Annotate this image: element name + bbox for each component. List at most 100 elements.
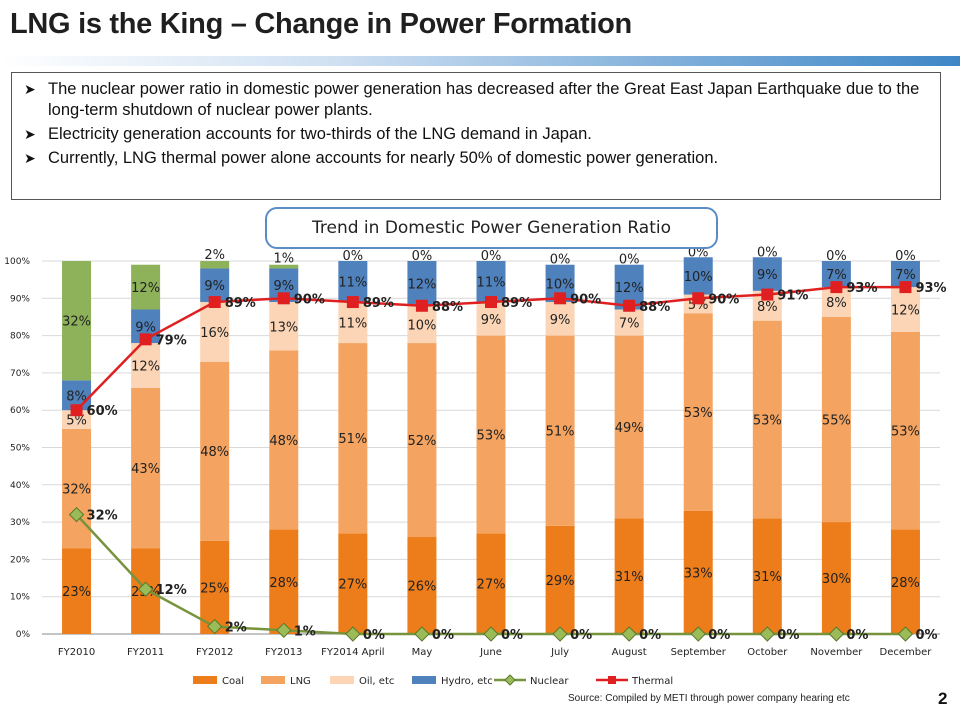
bar-data-label: 30% xyxy=(822,572,851,587)
line-data-label: 91% xyxy=(777,289,808,304)
line-marker-square xyxy=(554,292,567,305)
bar-data-label: 0% xyxy=(619,253,640,268)
bar-data-label: 28% xyxy=(269,576,298,591)
bar-segment xyxy=(407,537,437,634)
bar-data-label: 53% xyxy=(891,425,920,440)
bar-segment xyxy=(407,305,437,344)
line-data-label: 12% xyxy=(156,583,187,598)
bar-data-label: 12% xyxy=(615,281,644,296)
bar-data-label: 11% xyxy=(477,276,506,291)
arrow-bullet-icon: ➤ xyxy=(24,81,36,97)
bar-segment xyxy=(476,261,506,303)
line-data-label: 90% xyxy=(570,292,601,307)
x-tick-label: September xyxy=(671,647,727,658)
bar-data-label: 25% xyxy=(200,581,229,596)
bar-data-label: 8% xyxy=(757,300,778,315)
line-data-label: 89% xyxy=(501,296,532,311)
bar-data-label: 7% xyxy=(826,268,847,283)
line-data-label: 88% xyxy=(432,300,463,315)
line-data-label: 32% xyxy=(87,509,118,524)
bar-segment xyxy=(200,302,230,362)
line-data-label: 60% xyxy=(87,404,118,419)
bar-data-label: 53% xyxy=(477,428,506,443)
line-data-label: 89% xyxy=(225,296,256,311)
chart-title: Trend in Domestic Power Generation Ratio xyxy=(265,207,718,249)
title-underline-bar xyxy=(0,56,960,66)
x-tick-label: FY2011 xyxy=(127,647,164,658)
line-marker-diamond xyxy=(552,626,568,642)
line-data-label: 0% xyxy=(915,628,937,643)
x-tick-label: FY2010 xyxy=(58,647,95,658)
bullet-text: Electricity generation accounts for two-… xyxy=(48,125,592,143)
line-data-label: 0% xyxy=(708,628,730,643)
line-marker-diamond xyxy=(206,618,223,635)
bar-data-label: 55% xyxy=(822,414,851,429)
bar-segment xyxy=(269,264,299,269)
line-data-label: 79% xyxy=(156,333,187,348)
line-data-label: 0% xyxy=(846,628,868,643)
bar-data-label: 8% xyxy=(66,389,87,404)
stacked-bar-chart: 0% 10% 20% 30% 40% 50% 60% 70% 80% 90% 100% 23% 32% 5… xyxy=(4,245,946,687)
line-data-label: 0% xyxy=(363,628,385,643)
legend-marker-square xyxy=(608,676,616,684)
legend-label: Thermal xyxy=(631,676,673,687)
bar-segment xyxy=(200,261,230,269)
bar-data-label: 29% xyxy=(546,574,575,589)
line-marker-diamond xyxy=(483,626,499,642)
bar-data-label: 12% xyxy=(131,281,160,296)
bar-segment xyxy=(752,257,782,291)
arrow-bullet-icon: ➤ xyxy=(24,150,36,166)
bar-data-label: 7% xyxy=(895,268,916,283)
y-tick-label: 20% xyxy=(10,555,30,565)
bar-segment xyxy=(407,343,437,538)
x-tick-label: July xyxy=(550,647,569,658)
bar-segment xyxy=(338,343,368,534)
legend-label: Oil, etc xyxy=(359,676,394,687)
line-data-label: 93% xyxy=(846,281,877,296)
y-tick-label: 50% xyxy=(10,444,30,454)
bar-data-label: 0% xyxy=(826,249,847,264)
line-marker-square xyxy=(346,296,359,309)
line-marker-square xyxy=(277,292,290,305)
line-data-label: 0% xyxy=(501,628,523,643)
y-tick-label: 10% xyxy=(10,593,30,603)
bar-segment xyxy=(269,302,299,351)
x-tick-label: December xyxy=(880,647,933,658)
bar-segment xyxy=(62,428,92,549)
line-marker-square xyxy=(899,281,912,294)
bar-data-label: 43% xyxy=(131,462,160,477)
line-marker-diamond xyxy=(828,626,845,642)
legend-label: Nuclear xyxy=(530,676,569,687)
bar-segment xyxy=(683,257,713,295)
legend-color-swatch xyxy=(193,676,217,684)
source-note: Source: Compiled by METI through power c… xyxy=(568,693,850,704)
line-marker-square xyxy=(70,404,83,417)
bar-segment xyxy=(683,313,713,511)
line-marker-diamond xyxy=(690,626,706,642)
bar-data-label: 1% xyxy=(273,252,294,267)
bar-data-label: 12% xyxy=(891,303,920,318)
bar-data-label: 9% xyxy=(757,268,778,283)
line-data-label: 0% xyxy=(570,628,592,643)
line-marker-diamond xyxy=(68,506,85,523)
bullet-item: ➤ Currently, LNG thermal power alone acc… xyxy=(24,148,930,169)
legend-label: LNG xyxy=(290,676,311,687)
line-marker-diamond xyxy=(897,626,914,642)
bar-data-label: 33% xyxy=(684,566,713,581)
line-data-label: 90% xyxy=(294,292,325,307)
bar-data-label: 31% xyxy=(753,570,782,585)
slide-title: LNG is the King – Change in Power Format… xyxy=(10,8,632,40)
bar-data-label: 26% xyxy=(407,580,436,595)
bar-data-label: 51% xyxy=(546,425,575,440)
line-marker-diamond xyxy=(414,626,430,642)
bar-segment xyxy=(62,410,92,429)
legend-color-swatch xyxy=(412,676,436,684)
bar-segment xyxy=(614,335,644,519)
legend-label: Coal xyxy=(222,676,244,687)
line-marker-diamond xyxy=(621,626,637,642)
line-marker-square xyxy=(692,292,705,305)
bar-segment xyxy=(890,287,920,332)
line-marker-square xyxy=(623,299,636,312)
bar-data-label: 0% xyxy=(481,249,502,264)
bar-segment xyxy=(545,335,575,526)
